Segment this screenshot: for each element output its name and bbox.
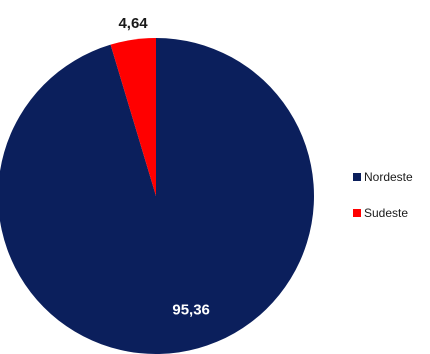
legend-swatch-nordeste	[353, 173, 361, 181]
legend-swatch-sudeste	[353, 209, 361, 217]
legend-label-nordeste: Nordeste	[364, 170, 413, 184]
pie-slice-sudeste	[110, 38, 156, 196]
data-label-nordeste: 95,36	[172, 302, 210, 319]
legend-item-sudeste: Sudeste	[353, 206, 413, 220]
legend: Nordeste Sudeste	[353, 170, 413, 242]
data-label-sudeste: 4,64	[118, 15, 148, 32]
pie-slice-nordeste	[0, 38, 314, 354]
legend-item-nordeste: Nordeste	[353, 170, 413, 184]
pie-slices	[0, 38, 314, 354]
legend-label-sudeste: Sudeste	[364, 206, 409, 220]
